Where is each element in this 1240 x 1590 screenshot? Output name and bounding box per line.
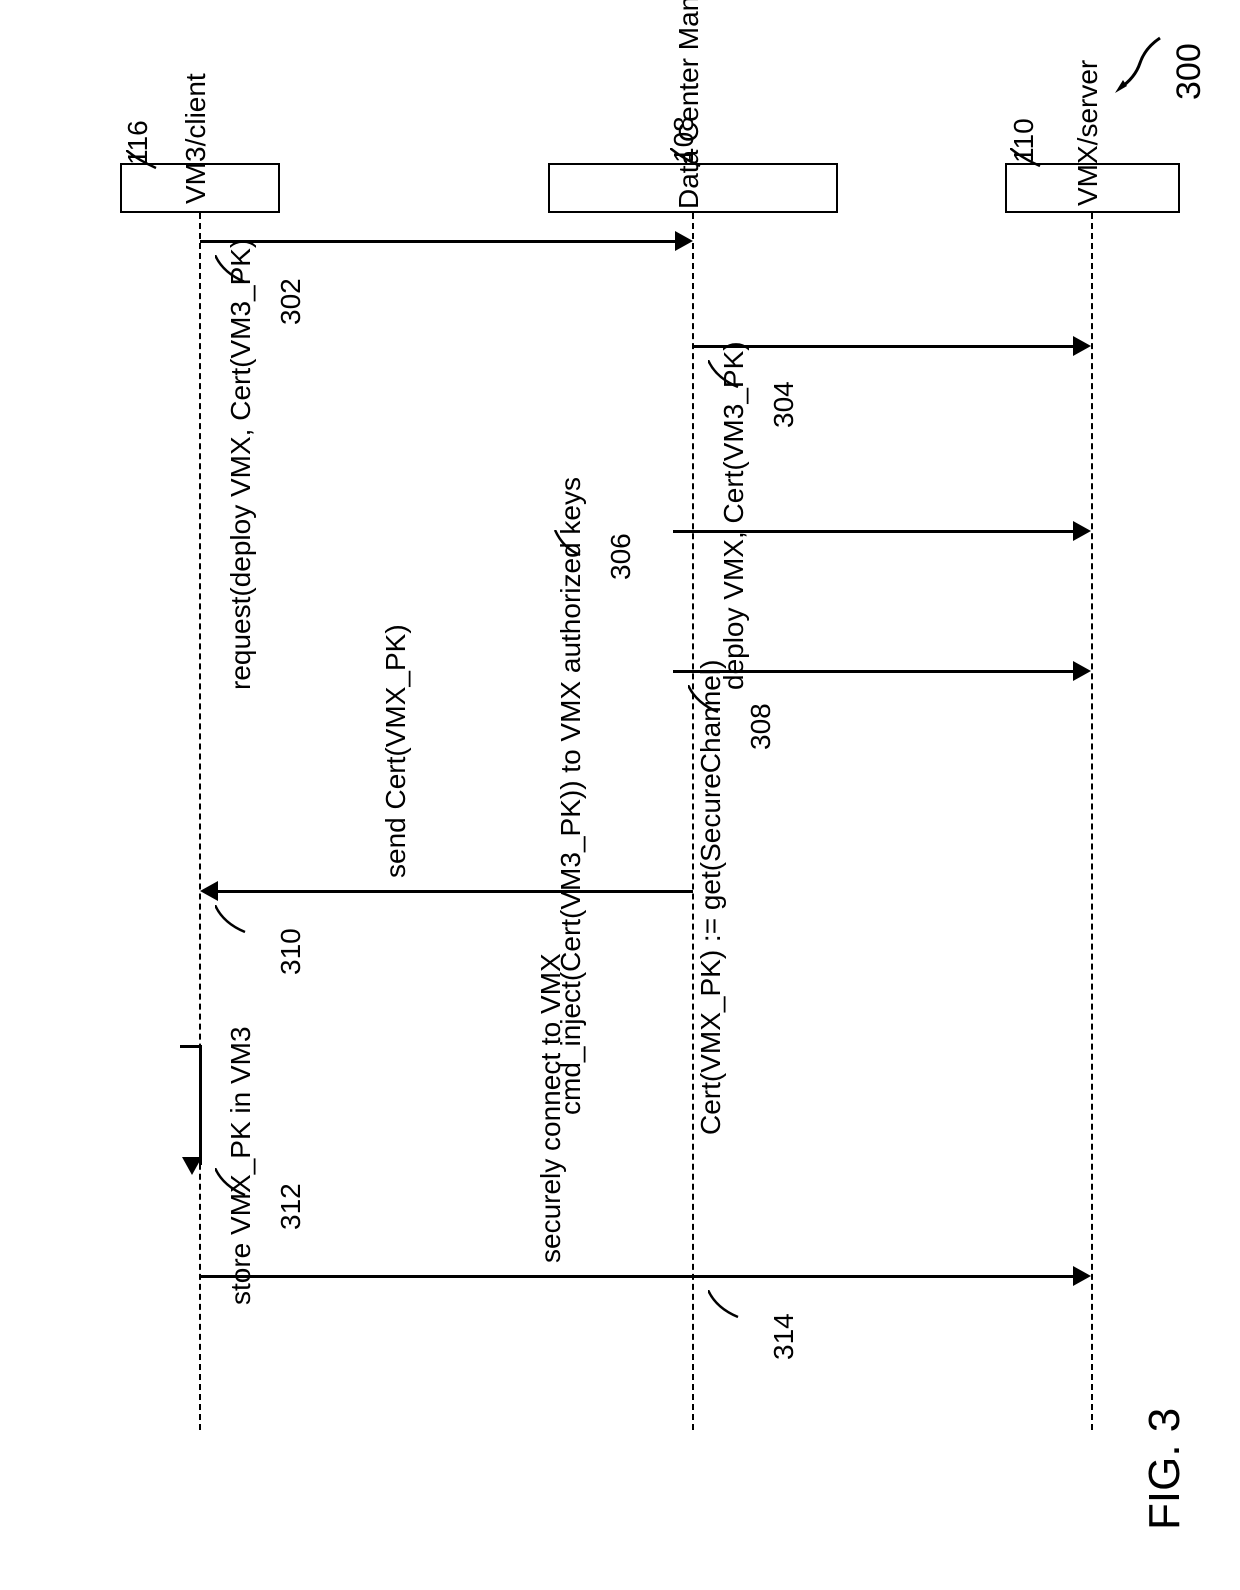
m314-ref: 314 xyxy=(768,1313,800,1360)
m306-start-tick xyxy=(673,530,693,533)
m304-ref-connector xyxy=(708,360,748,395)
m312-ref-connector xyxy=(215,1168,255,1203)
m312-line xyxy=(199,1045,202,1165)
m304-ref: 304 xyxy=(768,381,800,428)
m308-line xyxy=(693,670,1073,673)
m308-label: Cert(VMX_PK) := get(SecureChannel) xyxy=(695,660,727,1135)
m306-line xyxy=(693,530,1073,533)
m308-ref: 308 xyxy=(745,703,777,750)
m310-label: send Cert(VMX_PK) xyxy=(380,624,412,878)
m310-ref-connector xyxy=(215,905,255,940)
m310-arrowhead xyxy=(200,881,218,901)
m302-ref-connector xyxy=(215,255,255,290)
actor-dcm-ref-connector xyxy=(670,148,705,178)
diagram-ref-number: 300 xyxy=(1170,43,1209,100)
m314-ref-connector xyxy=(708,1290,748,1325)
m306-ref: 306 xyxy=(605,533,637,580)
actor-vm3-ref-connector xyxy=(126,150,161,180)
m308-arrowhead xyxy=(1073,661,1091,681)
m302-ref: 302 xyxy=(275,278,307,325)
m308-ref-connector xyxy=(688,685,728,720)
diagram-ref-squiggle xyxy=(1115,28,1175,98)
lifeline-vmx xyxy=(1091,213,1093,1430)
m304-arrowhead xyxy=(1073,336,1091,356)
m310-line xyxy=(218,890,693,893)
lifeline-dcm xyxy=(692,213,694,1430)
m312-start-tick xyxy=(180,1045,200,1048)
m304-line xyxy=(693,345,1073,348)
m310-ref: 310 xyxy=(275,928,307,975)
m306-ref-connector xyxy=(545,530,585,565)
m314-label: securely connect to VMX xyxy=(535,953,567,1263)
m308-start-tick xyxy=(673,670,693,673)
m314-line xyxy=(200,1275,1073,1278)
m314-arrowhead xyxy=(1073,1266,1091,1286)
m306-arrowhead xyxy=(1073,521,1091,541)
lifeline-vm3 xyxy=(199,213,201,1430)
figure-label: FIG. 3 xyxy=(1140,1408,1190,1530)
sequence-diagram: 300 VM3/client 116 Data Center Manager 1… xyxy=(0,0,1240,1590)
m312-label: store VMX_PK in VM3 xyxy=(225,1026,257,1305)
m302-label: request(deploy VMX, Cert(VM3_PK) xyxy=(225,239,257,690)
actor-vm3-label: VM3/client xyxy=(180,73,212,204)
actor-vmx-ref-connector xyxy=(1010,148,1045,178)
m302-arrowhead xyxy=(675,231,693,251)
m312-ref: 312 xyxy=(275,1183,307,1230)
actor-vmx-label: VMX/server xyxy=(1072,60,1104,206)
m302-line xyxy=(200,240,675,243)
m312-arrowhead xyxy=(182,1157,202,1175)
